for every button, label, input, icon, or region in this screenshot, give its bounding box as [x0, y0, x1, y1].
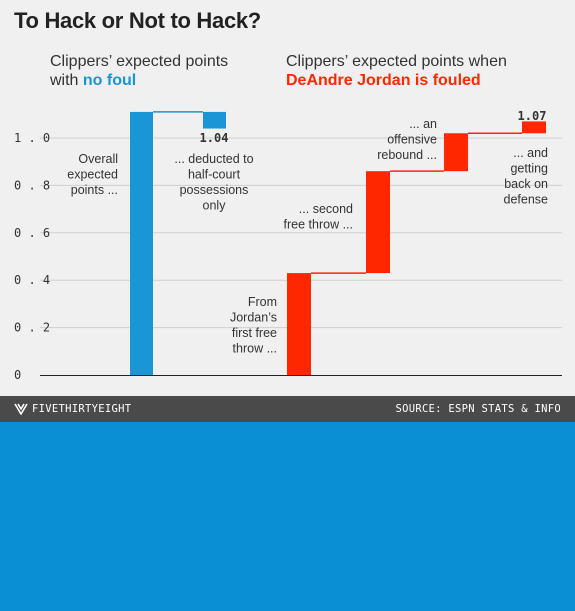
- brand-name: FIVETHIRTYEIGHT: [32, 403, 132, 415]
- left-heading-highlight: no foul: [82, 72, 137, 89]
- annotation-line: free throw ...: [284, 218, 353, 232]
- annotation-line: ... second: [299, 202, 353, 216]
- bar-fouled-step-2: [366, 171, 390, 274]
- footer-bar: FIVETHIRTYEIGHT SOURCE: ESPN STATS & INF…: [0, 396, 575, 422]
- right-heading-highlight: DeAndre Jordan is fouled: [286, 72, 481, 89]
- chart-title: To Hack or Not to Hack?: [14, 8, 261, 33]
- y-tick-label: 1 . 0: [14, 131, 50, 145]
- annotation-line: only: [203, 199, 227, 213]
- annotation-line: half-court: [188, 168, 241, 182]
- annotation-line: offensive: [387, 133, 437, 147]
- annotation-line: first free: [232, 326, 277, 340]
- annotation-line: ... an: [409, 117, 437, 131]
- chart-card: To Hack or Not to Hack? Clippers’ expect…: [0, 0, 575, 396]
- waterfall-chart: 0 0 . 2 0 . 4 0 . 6 0 . 8 1 . 0 Overall expecte…: [14, 109, 562, 382]
- annotation-line: points ...: [71, 183, 118, 197]
- annotation-line: Overall: [78, 152, 118, 166]
- bar-no-foul-step-2: [203, 111, 226, 129]
- right-heading-line1: Clippers’ expected points when: [286, 53, 507, 70]
- left-panel-heading: Clippers’ expected points with no foul: [50, 52, 228, 90]
- annotation-line: expected: [67, 168, 118, 182]
- bar-fouled-step-1: [287, 273, 311, 375]
- final-value-label: 1.04: [200, 131, 229, 145]
- y-tick-label: 0 . 4: [14, 273, 50, 287]
- bar-fouled-step-3: [444, 133, 468, 172]
- bar-no-foul-step-1: [130, 111, 153, 376]
- y-tick-label: 0 . 8: [14, 178, 50, 192]
- annotation-line: back on: [504, 177, 548, 191]
- annotation-line: possessions: [180, 183, 249, 197]
- annotation-line: defense: [504, 193, 549, 207]
- y-tick-label: 0 . 6: [14, 226, 50, 240]
- step-annotation: Overall expected points ...: [67, 152, 118, 197]
- left-heading-line2: with no foul: [50, 71, 228, 90]
- y-tick-label: 0: [14, 368, 21, 382]
- left-heading-line1: Clippers’ expected points: [50, 53, 229, 70]
- bar-fouled-step-4: [522, 121, 546, 134]
- annotation-line: throw ...: [233, 342, 277, 356]
- fivethirtyeight-logo-icon: [14, 403, 28, 415]
- annotation-line: ... and: [513, 146, 548, 160]
- annotation-line: rebound ...: [377, 148, 437, 162]
- y-tick-label: 0 . 2: [14, 321, 50, 335]
- source-credit: SOURCE: ESPN STATS & INFO: [395, 403, 561, 415]
- step-annotation: From Jordan’s first free throw ...: [230, 295, 277, 356]
- annotation-line: Jordan’s: [230, 311, 277, 325]
- step-annotation: ... an offensive rebound ...: [377, 117, 437, 162]
- step-annotation: ... second free throw ...: [284, 202, 354, 232]
- right-panel-heading: Clippers’ expected points when DeAndre J…: [286, 52, 507, 90]
- annotation-line: ... deducted to: [174, 152, 253, 166]
- final-value-label: 1.07: [518, 109, 547, 123]
- annotation-line: getting: [510, 162, 548, 176]
- brand: FIVETHIRTYEIGHT: [14, 403, 131, 415]
- left-heading-prefix: with: [50, 72, 83, 89]
- annotation-line: From: [248, 295, 277, 309]
- step-annotation: ... deducted to half-court possessions only: [174, 152, 253, 213]
- step-annotation: ... and getting back on defense: [504, 146, 549, 207]
